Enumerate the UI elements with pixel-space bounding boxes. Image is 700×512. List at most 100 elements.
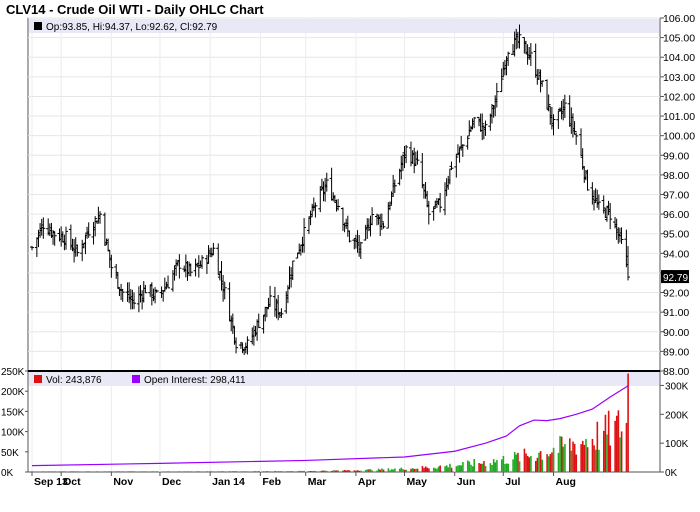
- volume-bar: [115, 471, 118, 472]
- volume-bar: [483, 461, 485, 472]
- volume-bar: [133, 471, 135, 472]
- x-tick-label: Oct: [63, 476, 81, 488]
- volume-bar: [473, 458, 476, 472]
- volume-bar: [457, 465, 459, 472]
- ohlc-bar: [313, 202, 318, 218]
- volume-bar: [62, 471, 64, 472]
- volume-bar: [139, 471, 142, 472]
- volume-bar: [143, 471, 145, 472]
- volume-bar: [594, 449, 597, 472]
- volume-bar: [479, 463, 482, 472]
- volume-bar: [267, 471, 270, 472]
- volume-bar: [502, 455, 505, 472]
- volume-bar: [211, 471, 213, 472]
- ohlc-bar: [245, 336, 250, 355]
- volume-bar: [196, 471, 199, 472]
- volume-bar: [424, 466, 427, 472]
- volume-bar: [415, 468, 417, 472]
- volume-bar: [580, 444, 582, 472]
- volume-bar: [562, 446, 565, 472]
- volume-bar: [403, 469, 406, 472]
- volume-bar: [308, 471, 310, 472]
- price-tick-label: 103.00: [663, 72, 695, 84]
- volume-bar: [496, 460, 498, 472]
- volume-bar: [455, 466, 458, 472]
- ohlc-bar: [472, 117, 477, 129]
- volume-bar: [212, 471, 215, 472]
- volume-bar: [450, 467, 453, 472]
- volume-bar: [222, 471, 225, 472]
- volume-bar: [423, 467, 425, 472]
- volume-bar: [449, 463, 451, 472]
- volume-left-tick-label: 0K: [1, 468, 14, 479]
- volume-bar: [313, 470, 315, 472]
- price-tick-label: 101.00: [663, 111, 695, 123]
- volume-bar: [366, 469, 369, 472]
- open-interest-line: [31, 385, 629, 467]
- volume-bar: [534, 460, 537, 472]
- ohlc-bar: [454, 154, 459, 178]
- volume-bar: [36, 471, 38, 472]
- volume-bar: [220, 471, 223, 472]
- ohlc-bar: [494, 82, 499, 108]
- ohlc-bar: [358, 241, 363, 259]
- volume-bar: [335, 470, 338, 472]
- volume-bar: [298, 470, 301, 472]
- volume-bar: [49, 471, 51, 472]
- price-tick-label: 99.00: [663, 150, 689, 162]
- volume-bar: [290, 471, 293, 472]
- volume-bar: [175, 471, 178, 472]
- price-tick-label: 95.00: [663, 229, 689, 241]
- volume-bar: [110, 471, 113, 472]
- volume-bar: [353, 470, 356, 472]
- x-tick-label: Apr: [358, 476, 376, 488]
- volume-bar: [164, 471, 166, 472]
- volume-bar: [99, 471, 101, 472]
- volume-bar: [500, 459, 503, 472]
- ohlc-bar: [200, 255, 205, 269]
- volume-bar: [130, 471, 132, 472]
- volume-bar: [183, 471, 186, 472]
- volume-bar: [368, 469, 370, 472]
- volume-bar: [190, 471, 192, 472]
- ohlc-bar: [188, 263, 193, 277]
- ohlc-bar: [302, 218, 307, 253]
- volume-bar: [300, 470, 302, 472]
- volume-bar: [224, 471, 226, 472]
- volume-bar: [515, 454, 518, 472]
- volume-bar: [194, 471, 197, 472]
- volume-bar: [97, 471, 100, 472]
- ohlc-bar: [465, 136, 470, 150]
- ohlc-bar: [177, 254, 182, 279]
- oi-legend-swatch: [132, 375, 140, 383]
- ohlc-bar: [608, 202, 613, 230]
- volume-bar: [494, 462, 497, 472]
- volume-legend-text: Vol: 243,876: [46, 375, 102, 386]
- x-tick-label: May: [407, 476, 428, 488]
- volume-bar: [199, 471, 202, 472]
- volume-bar: [603, 430, 605, 472]
- volume-bar: [50, 471, 53, 472]
- volume-bar: [303, 470, 305, 472]
- volume-bar: [86, 471, 88, 472]
- volume-bar: [70, 471, 72, 472]
- volume-bar: [394, 468, 396, 472]
- volume-bar: [118, 471, 121, 472]
- volume-bar: [432, 467, 435, 472]
- volume-bar: [557, 452, 560, 472]
- volume-bar: [253, 471, 255, 472]
- volume-bar: [484, 466, 487, 472]
- volume-bar: [573, 443, 576, 472]
- volume-bar: [254, 471, 257, 472]
- volume-bar: [489, 463, 492, 472]
- volume-bar: [376, 470, 378, 472]
- volume-bar: [280, 471, 283, 472]
- volume-bar: [107, 471, 110, 472]
- volume-bar: [390, 469, 393, 472]
- volume-bar: [585, 439, 587, 472]
- volume-bar: [398, 468, 401, 472]
- volume-bar: [591, 438, 594, 472]
- volume-bar: [149, 471, 152, 472]
- oi-right-tick-label: 200K: [665, 410, 689, 421]
- volume-bar: [334, 470, 336, 472]
